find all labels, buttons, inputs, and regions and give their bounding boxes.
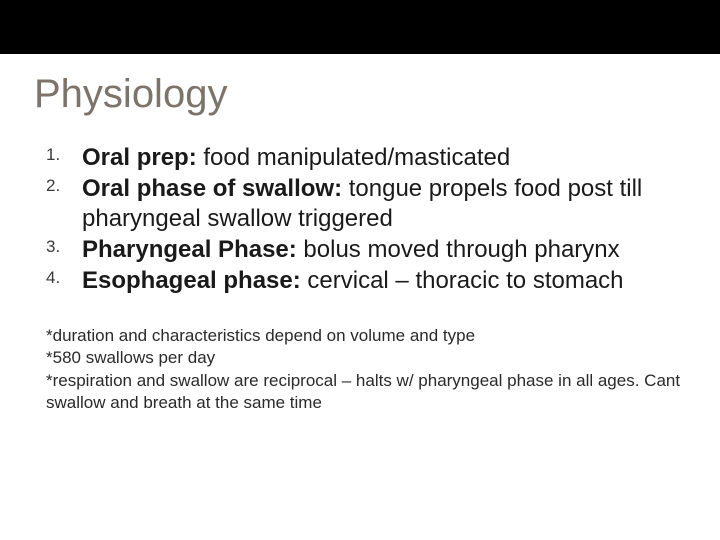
item-bold: Oral prep:: [82, 144, 197, 171]
list-item: Oral prep: food manipulated/masticated: [46, 143, 686, 172]
note-line: *duration and characteristics depend on …: [46, 325, 686, 347]
slide-content: Physiology Oral prep: food manipulated/m…: [0, 54, 720, 414]
phase-list: Oral prep: food manipulated/masticated O…: [34, 143, 686, 295]
item-text: food manipulated/masticated: [197, 144, 511, 171]
item-bold: Esophageal phase:: [82, 267, 301, 294]
top-bar: [0, 0, 720, 54]
note-line: *580 swallows per day: [46, 347, 686, 369]
list-item: Esophageal phase: cervical – thoracic to…: [46, 266, 686, 295]
item-bold: Oral phase of swallow:: [82, 175, 342, 202]
note-line: *respiration and swallow are reciprocal …: [46, 370, 686, 414]
list-item: Pharyngeal Phase: bolus moved through ph…: [46, 235, 686, 264]
page-title: Physiology: [34, 72, 686, 117]
list-item: Oral phase of swallow: tongue propels fo…: [46, 174, 686, 233]
item-text: cervical – thoracic to stomach: [301, 267, 624, 294]
item-bold: Pharyngeal Phase:: [82, 236, 297, 263]
notes-block: *duration and characteristics depend on …: [34, 325, 686, 413]
item-text: bolus moved through pharynx: [297, 236, 620, 263]
